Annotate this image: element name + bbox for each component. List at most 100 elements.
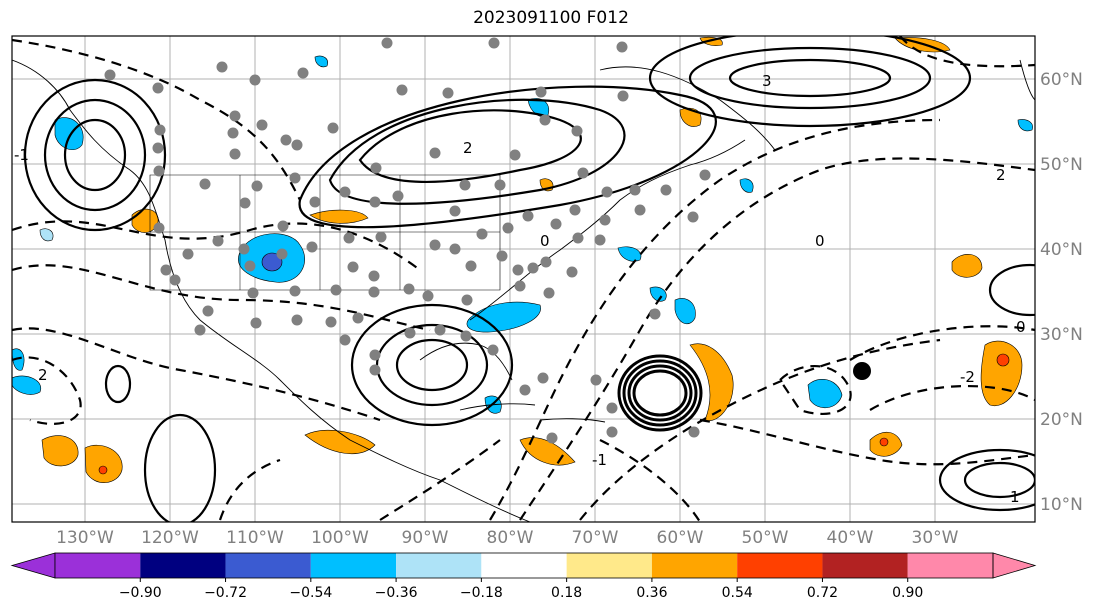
station-dot — [535, 86, 547, 98]
station-dot — [169, 274, 181, 286]
latitude-label: 10°N — [1040, 495, 1083, 515]
colorbar-tick-label: 0.72 — [807, 585, 838, 601]
station-dot — [194, 324, 206, 336]
station-dot — [199, 178, 211, 190]
station-dot — [289, 285, 301, 297]
station-dot — [571, 125, 583, 137]
station-dot — [688, 426, 700, 438]
contour-label: 0 — [1016, 318, 1026, 336]
station-dot — [277, 220, 289, 232]
longitude-label: 120°W — [141, 528, 199, 548]
colorbar-tick-label: −0.54 — [289, 585, 332, 601]
station-dot — [572, 232, 584, 244]
station-dot — [629, 184, 641, 196]
contour-label: 2 — [463, 139, 473, 157]
colorbar-extend-max — [992, 552, 1037, 579]
station-dot — [512, 264, 524, 276]
latitude-label: 40°N — [1040, 240, 1083, 260]
station-dot — [569, 204, 581, 216]
colorbar-segment — [140, 553, 226, 578]
latitude-axis: 60°N 50°N 40°N 30°N 20°N 10°N — [1040, 70, 1083, 515]
station-dot — [476, 228, 488, 240]
longitude-label: 50°W — [742, 528, 789, 548]
station-dot — [368, 270, 380, 282]
station-dot — [229, 148, 241, 160]
station-dot — [660, 184, 672, 196]
station-dot — [153, 222, 165, 234]
contour-label-group: 2 3 0 0 -1 1 2 2 -2 0 -1 — [14, 72, 1026, 506]
longitude-label: 40°W — [827, 528, 874, 548]
station-dot — [153, 165, 165, 177]
station-dot — [238, 243, 250, 255]
station-dot — [370, 162, 382, 174]
colorbar-tick-label: 0.54 — [722, 585, 753, 601]
longitude-label: 30°W — [912, 528, 959, 548]
station-dot — [465, 260, 477, 272]
station-dot — [606, 402, 618, 414]
station-dot — [339, 186, 351, 198]
station-dot — [244, 260, 256, 272]
station-dot — [404, 327, 416, 339]
colorbar-segment — [651, 553, 738, 578]
station-dot — [347, 261, 359, 273]
station-dot — [212, 235, 224, 247]
station-dot — [247, 287, 259, 299]
station-dot — [449, 243, 461, 255]
station-dot — [537, 372, 549, 384]
colorbar-segment — [310, 553, 397, 578]
latitude-label: 50°N — [1040, 155, 1083, 175]
station-dot — [649, 308, 661, 320]
station-dot — [369, 364, 381, 376]
station-dot — [343, 232, 355, 244]
latitude-label: 60°N — [1040, 70, 1083, 90]
station-dot — [550, 218, 562, 230]
longitude-label: 60°W — [657, 528, 704, 548]
station-dot — [514, 280, 526, 292]
station-dot — [488, 37, 500, 49]
station-dot — [566, 266, 578, 278]
station-dot — [687, 211, 699, 223]
station-dot — [280, 134, 292, 146]
station-dot — [327, 122, 339, 134]
station-dot — [152, 142, 164, 154]
contour-label: 0 — [540, 232, 550, 250]
station-dot — [152, 82, 164, 94]
station-dot — [368, 286, 380, 298]
station-dot — [634, 204, 646, 216]
station-dot — [352, 312, 364, 324]
station-dot — [599, 214, 611, 226]
station-dot — [104, 69, 116, 81]
station-dot — [202, 305, 214, 317]
station-dot — [182, 248, 194, 260]
station-dot — [369, 196, 381, 208]
longitude-label: 130°W — [56, 528, 114, 548]
map-frame — [11, 35, 1036, 523]
colorbar-extend-min — [10, 552, 56, 579]
station-dot — [375, 231, 387, 243]
latitude-label: 30°N — [1040, 325, 1083, 345]
station-dot — [487, 344, 499, 356]
colorbar-frame — [54, 552, 994, 579]
station-dot — [330, 284, 342, 296]
storm-center-marker — [853, 362, 871, 380]
station-dot — [339, 334, 351, 346]
station-dot — [422, 290, 434, 302]
longitude-label: 90°W — [402, 528, 449, 548]
station-dot — [289, 172, 301, 184]
colorbar-tick-label: 0.18 — [551, 585, 582, 601]
colorbar-segment — [55, 553, 141, 578]
station-dot — [496, 250, 508, 262]
station-dot — [459, 179, 471, 191]
colorbar-segment — [481, 553, 567, 578]
colorbar-segment — [907, 553, 993, 578]
station-dot — [396, 84, 408, 96]
contours — [12, 36, 1035, 522]
station-dot — [250, 317, 262, 329]
contour-label: -1 — [592, 451, 607, 469]
colorbar-tick-label: −0.18 — [460, 585, 503, 601]
station-dot — [546, 432, 558, 444]
station-dot — [543, 287, 555, 299]
contour-label: -1 — [14, 146, 29, 164]
contour-label: -2 — [960, 368, 975, 386]
